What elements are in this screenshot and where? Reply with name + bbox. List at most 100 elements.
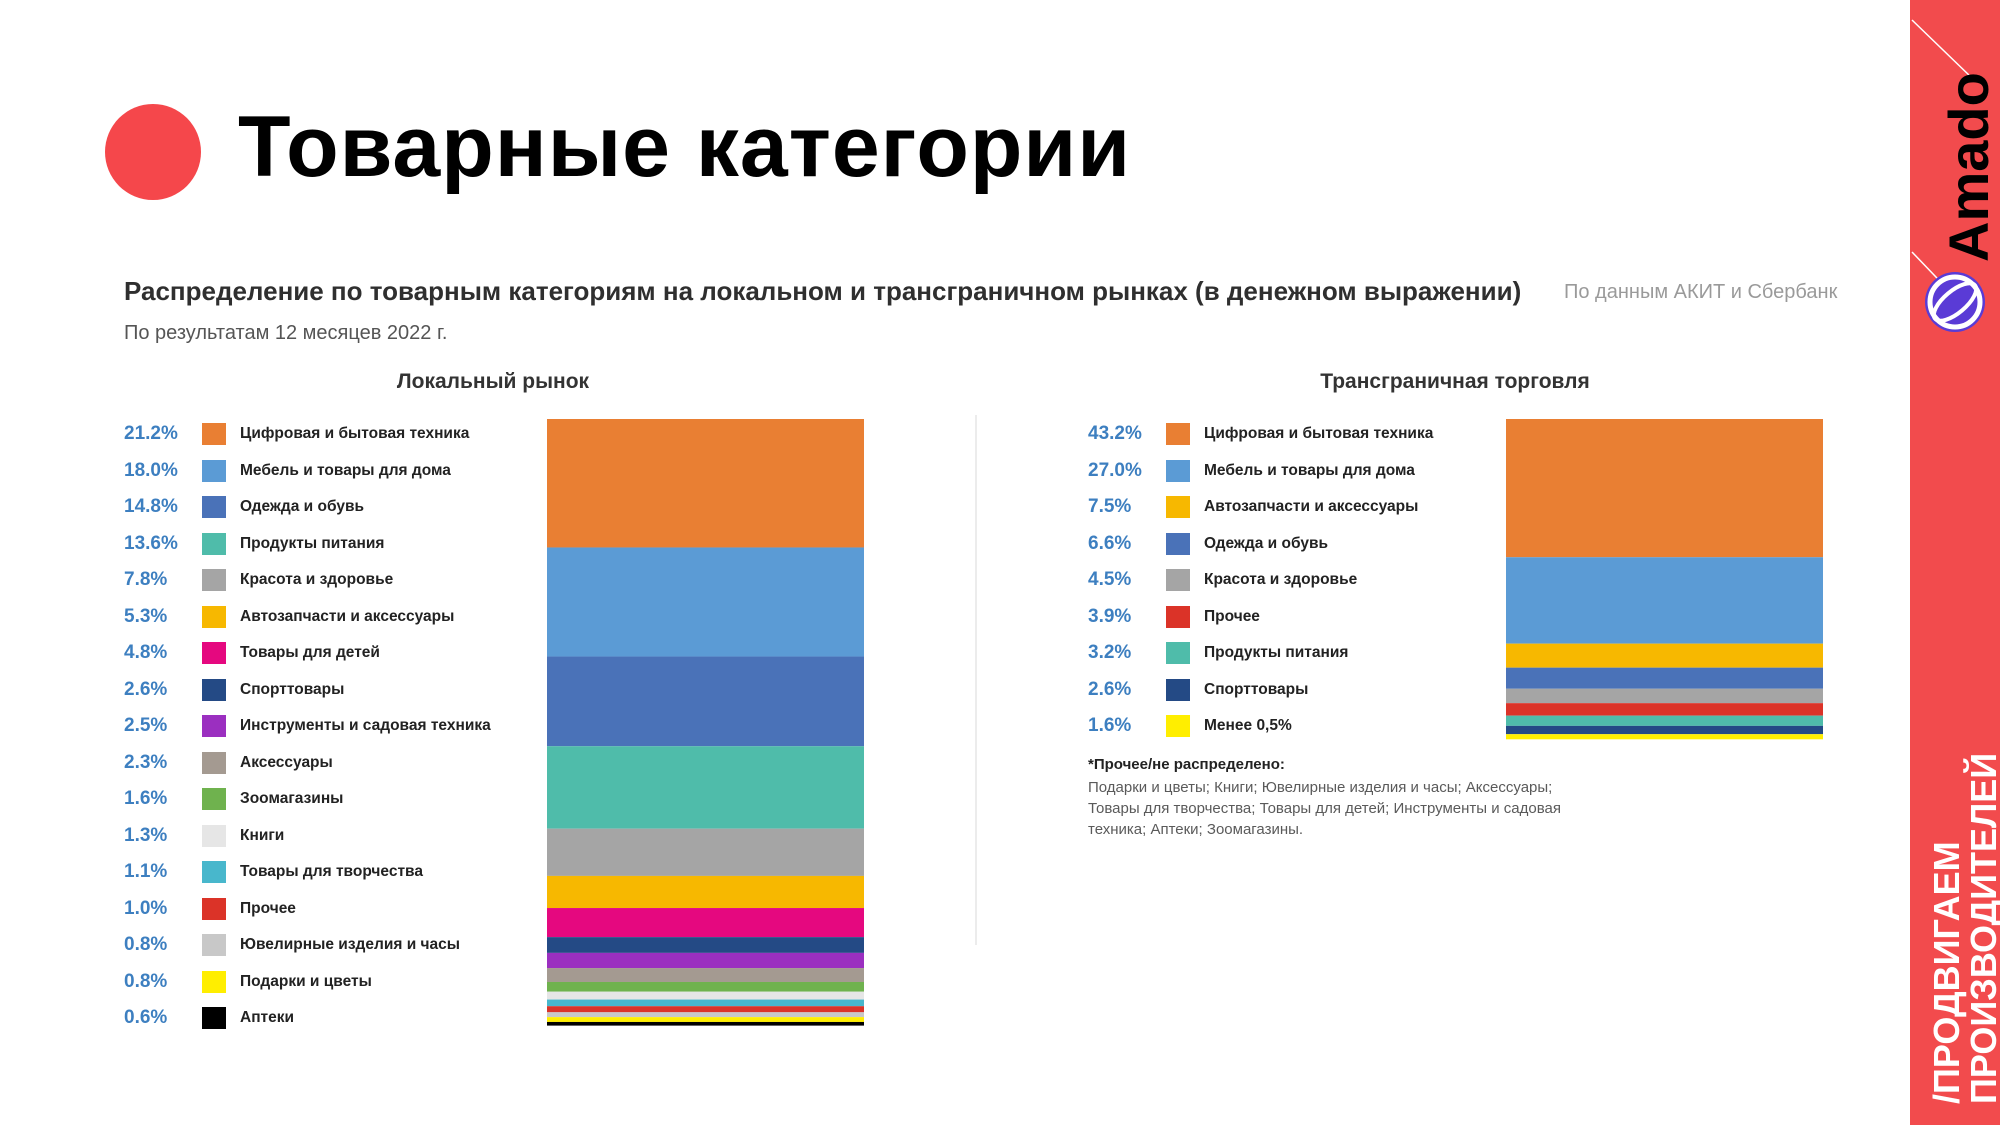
legend-swatch [202,496,226,518]
brand-sidebar: Amado /ПРОДВИГАЕМ ПРОИЗВОДИТЕЛЕЙ [1910,0,2000,1125]
legend-item: 3.2% Продукты питания [1088,638,1348,668]
bar-segment [1506,667,1823,689]
legend-label: Цифровая и бытовая техника [240,425,470,442]
legend-label: Одежда и обувь [240,498,365,515]
legend-item: 6.6% Одежда и обувь [1088,529,1328,559]
legend-item: 5.3% Автозапчасти и аксессуары [124,602,454,632]
legend-label: Продукты питания [1204,644,1349,661]
legend-label: Красота и здоровье [240,571,394,588]
column-divider [975,415,977,945]
legend-item: 0.8% Ювелирные изделия и часы [124,930,460,960]
bar-segment [547,1012,864,1018]
brand-tagline-line1: /ПРОДВИГАЕМ [1926,841,1967,1104]
legend-item: 2.3% Аксессуары [124,748,333,778]
bar-segment [547,1006,864,1013]
brand-graphics: Amado /ПРОДВИГАЕМ ПРОИЗВОДИТЕЛЕЙ [1911,19,2000,1104]
legend-swatch [1166,532,1190,555]
bar-segment [547,1021,864,1026]
bar-segment [547,875,864,909]
bar-segment [547,1017,864,1022]
legend-item: 3.9% Прочее [1088,602,1260,632]
legend-item: 1.0% Прочее [124,894,296,924]
legend-value: 6.6% [1088,532,1132,554]
crossborder-title: Трансграничная торговля [1320,370,1590,393]
legend-value: 5.3% [124,605,168,627]
legend-label: Цифровая и бытовая техника [1204,425,1434,442]
legend-item: 21.2% Цифровая и бытовая техника [124,419,469,449]
legend-value: 43.2% [1088,423,1142,444]
chart-subtitle: Распределение по товарным категориям на … [124,276,1522,306]
legend-label: Прочее [240,899,296,917]
legend-label: Менее 0,5% [1204,717,1292,734]
page-title: Товарные категории [238,99,1132,195]
legend-value: 21.2% [124,423,178,444]
legend-label: Ювелирные изделия и часы [240,936,461,953]
legend-value: 1.0% [124,897,168,919]
legend-swatch [202,861,226,883]
title-bullet [105,104,201,200]
legend-label: Продукты питания [240,534,385,552]
bar-segment [1506,703,1823,716]
legend-value: 1.6% [1088,715,1132,736]
legend-value: 7.5% [1088,496,1132,517]
legend-item: 1.1% Товары для творчества [124,857,423,887]
legend-swatch [1166,678,1190,701]
legend-value: 4.5% [1088,569,1132,590]
legend-swatch [1166,423,1190,445]
crossborder-stacked-bar [1506,419,1823,740]
legend-item: 18.0% Мебель и товары для дома [124,456,451,486]
bar-segment [547,828,864,876]
bar-segment [1506,725,1823,735]
legend-swatch [1166,569,1190,591]
bar-segment [1506,734,1823,740]
legend-label: Спорттовары [1204,680,1309,698]
legend-value: 2.6% [1088,678,1132,700]
bar-segment [547,999,864,1007]
legend-label: Прочее [1204,607,1260,625]
legend-value: 27.0% [1088,459,1142,481]
legend-item: 43.2% Цифровая и бытовая техника [1088,419,1433,449]
data-source: По данным АКИТ и Сбербанк [1564,281,1838,303]
legend-value: 0.6% [124,1007,168,1028]
legend-item: 13.6% Продукты питания [124,529,384,559]
legend-swatch [202,751,226,774]
legend-value: 18.0% [124,459,178,481]
legend-swatch [202,459,226,482]
note-heading: *Прочее/не распределено: [1088,756,1285,773]
legend-value: 1.1% [124,861,168,882]
legend-label: Товары для творчества [240,863,423,880]
bar-segment [1506,557,1823,644]
legend-label: Инструменты и садовая техника [240,717,491,734]
legend-item: 7.5% Автозапчасти и аксессуары [1088,492,1418,522]
legend-value: 1.6% [124,788,168,809]
legend-item: 1.3% Книги [124,821,284,851]
legend-value: 13.6% [124,532,178,554]
bar-segment [547,656,864,747]
legend-swatch [202,788,226,810]
legend-label: Аксессуары [240,753,333,771]
legend-swatch [202,642,226,664]
legend-swatch [202,934,226,956]
legend-value: 4.8% [124,642,168,663]
legend-value: 14.8% [124,496,178,517]
legend-swatch [202,715,226,737]
legend-label: Автозапчасти и аксессуары [1204,498,1419,515]
bar-segment [547,908,864,938]
local-market-title: Локальный рынок [396,370,590,393]
legend-label: Мебель и товары для дома [1204,461,1415,479]
bar-segment [547,937,864,953]
brand-tagline-line2: ПРОИЗВОДИТЕЛЕЙ [1962,753,2000,1104]
legend-item: 4.8% Товары для детей [124,638,380,668]
legend-label: Зоомагазины [240,790,344,807]
legend-item: 4.5% Красота и здоровье [1088,565,1357,595]
legend-swatch [1166,459,1190,482]
legend-label: Товары для детей [240,644,380,661]
legend-label: Подарки и цветы [240,972,372,990]
bar-segment [1506,715,1823,726]
legend-item: 27.0% Мебель и товары для дома [1088,456,1415,486]
local-stacked-bar [547,419,864,1026]
legend-swatch [202,897,226,920]
legend-value: 2.3% [124,751,168,773]
bar-segment [547,991,864,1000]
bar-segment [547,419,864,548]
